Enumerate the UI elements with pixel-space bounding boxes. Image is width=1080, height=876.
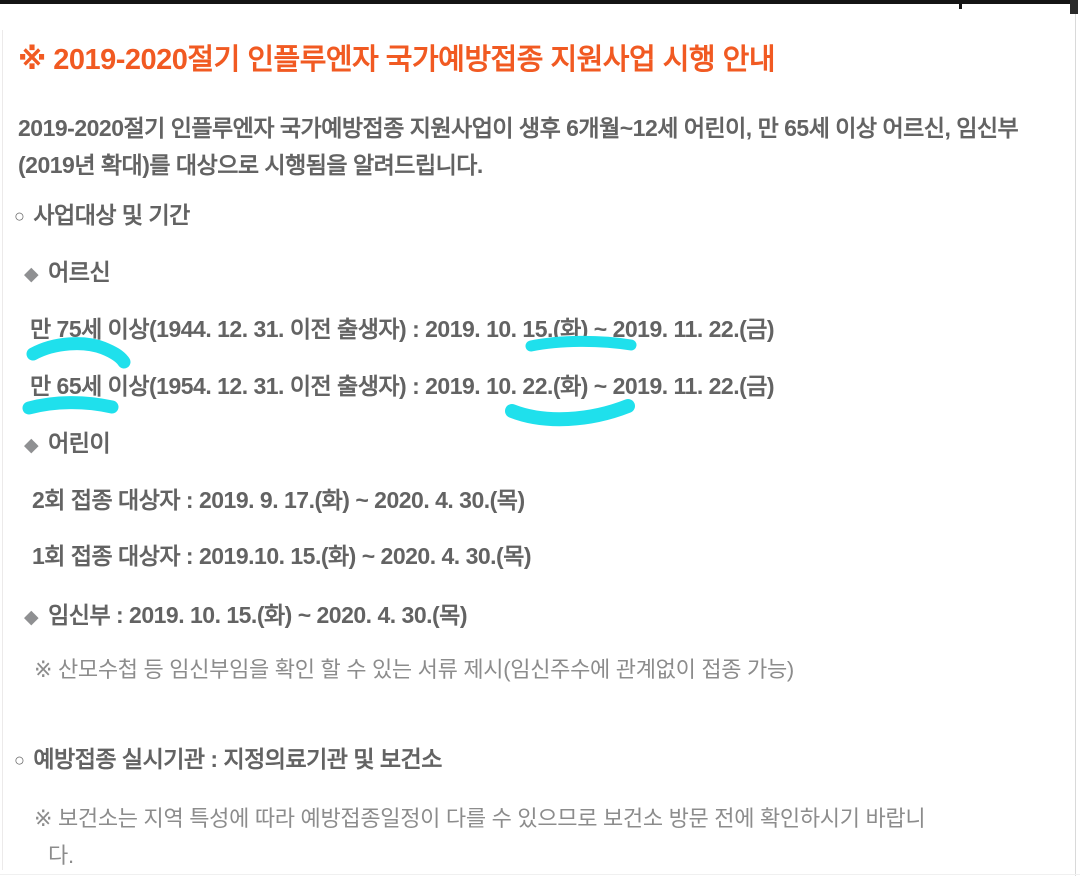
diamond-bullet-icon: ◆ (24, 607, 39, 628)
highlight-mark-oct22 (505, 399, 635, 427)
section-target-period: ○ 사업대상 및 기간 (14, 196, 190, 230)
top-edge-bar (0, 0, 1074, 4)
diamond-bullet-icon: ◆ (24, 264, 39, 285)
circle-bullet-icon: ○ (14, 206, 25, 226)
children-item-2dose: 2회 접종 대상자 : 2019. 9. 17.(화) ~ 2020. 4. 3… (32, 487, 525, 513)
page-title: ※ 2019-2020절기 인플루엔자 국가예방접종 지원사업 시행 안내 (18, 44, 776, 76)
section-heading: 예방접종 실시기관 : 지정의료기관 및 보건소 (33, 746, 442, 772)
group-label: 임신부 : 2019. 10. 15.(화) ~ 2020. 4. 30.(목) (48, 602, 467, 628)
elderly-item-75: 만 75세 이상(1944. 12. 31. 이전 출생자) : 2019. 1… (30, 316, 775, 342)
group-elderly: ◆ 어르신 (24, 253, 111, 287)
bottom-page-border (0, 874, 1080, 875)
group-label: 어린이 (48, 430, 111, 456)
children-item-1dose: 1회 접종 대상자 : 2019.10. 15.(화) ~ 2020. 4. 3… (32, 543, 532, 569)
group-pregnant: ◆ 임신부 : 2019. 10. 15.(화) ~ 2020. 4. 30.(… (24, 596, 467, 630)
section-clinic: ○ 예방접종 실시기관 : 지정의료기관 및 보건소 (14, 740, 442, 774)
intro-paragraph: 2019-2020절기 인플루엔자 국가예방접종 지원사업이 생후 6개월~12… (18, 115, 1019, 178)
highlight-mark-man75 (26, 337, 131, 369)
group-label: 어르신 (48, 259, 111, 285)
circle-bullet-icon: ○ (14, 750, 25, 770)
section-heading: 사업대상 및 기간 (33, 202, 190, 228)
group-children: ◆ 어린이 (24, 424, 111, 458)
elderly-item-65: 만 65세 이상(1954. 12. 31. 이전 출생자) : 2019. 1… (30, 373, 775, 399)
right-page-border (1075, 14, 1076, 876)
pregnant-note: ※ 산모수첩 등 임신부임을 확인 할 수 있는 서류 제시(임신주수에 관계없… (34, 657, 794, 682)
left-page-border (2, 30, 3, 870)
diamond-bullet-icon: ◆ (24, 435, 39, 456)
top-edge-notch (959, 0, 962, 9)
top-right-corner-mark (1070, 0, 1078, 14)
highlight-mark-man65 (22, 396, 119, 415)
clinic-note: ※ 보건소는 지역 특성에 따라 예방접종일정이 다를 수 있으므로 보건소 방… (34, 806, 926, 868)
